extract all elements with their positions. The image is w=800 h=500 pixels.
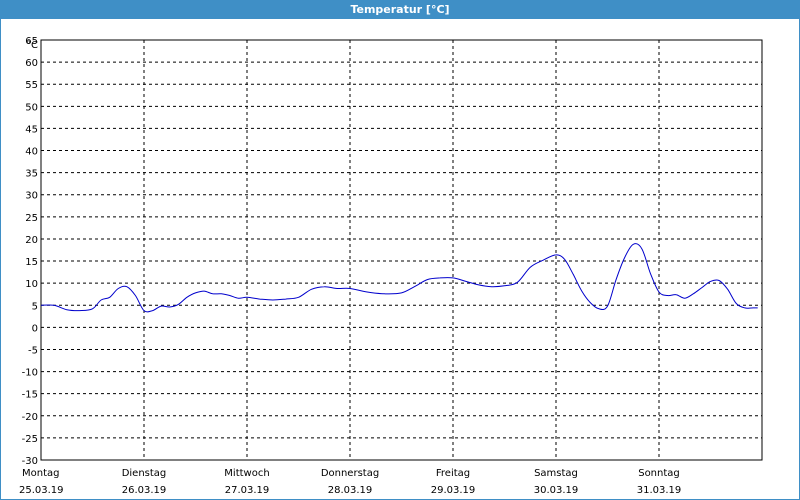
y-tick-label: -30: [22, 456, 38, 467]
y-tick-label: -15: [22, 390, 38, 401]
x-axis: Montag 25.03.19 Dienstag 26.03.19 Mittwoch 27…: [19, 468, 681, 496]
y-tick-label: 45: [25, 124, 38, 135]
y-tick-label: 20: [25, 235, 38, 246]
x-tick-date: 27.03.19: [225, 485, 270, 496]
temperature-series-line: [40, 243, 758, 313]
y-tick-label: -10: [22, 368, 38, 379]
x-tick-date: 28.03.19: [328, 485, 373, 496]
x-tick-weekday: Sonntag: [638, 468, 680, 479]
x-tick-weekday: Dienstag: [122, 468, 167, 479]
y-tick-label: 10: [25, 279, 38, 290]
chart-title: Temperatur [°C]: [1, 1, 799, 19]
y-tick-label: 60: [25, 58, 38, 69]
y-axis: °C65605550454035302520151050-5-10-15-20-…: [22, 36, 38, 467]
x-tick-date: 29.03.19: [431, 485, 476, 496]
y-tick-label: 5: [32, 301, 38, 312]
x-tick-weekday: Donnerstag: [321, 468, 379, 479]
grid-lines: [41, 39, 762, 460]
x-tick-date: 31.03.19: [637, 485, 682, 496]
y-tick-label: 30: [25, 191, 38, 202]
x-tick-weekday: Montag: [22, 468, 59, 479]
y-tick-label: -5: [28, 345, 38, 356]
y-tick-label: 55: [25, 80, 38, 91]
y-tick-label: 40: [25, 147, 38, 158]
y-tick-label: -25: [22, 434, 38, 445]
y-tick-label: 0: [32, 323, 38, 334]
x-tick-weekday: Freitag: [436, 468, 470, 479]
y-tick-label: 15: [25, 257, 38, 268]
y-tick-label: 65: [25, 36, 38, 47]
y-unit-label: °C: [26, 40, 38, 51]
x-tick-weekday: Samstag: [534, 468, 578, 479]
y-tick-label: -20: [22, 412, 38, 423]
x-tick-date: 25.03.19: [19, 485, 64, 496]
plot-area: [40, 39, 763, 461]
x-tick-weekday: Mittwoch: [224, 468, 269, 479]
x-tick-date: 30.03.19: [534, 485, 579, 496]
x-tick-date: 26.03.19: [122, 485, 167, 496]
y-tick-label: 35: [25, 169, 38, 180]
y-tick-label: 50: [25, 102, 38, 113]
y-tick-label: 25: [25, 213, 38, 224]
